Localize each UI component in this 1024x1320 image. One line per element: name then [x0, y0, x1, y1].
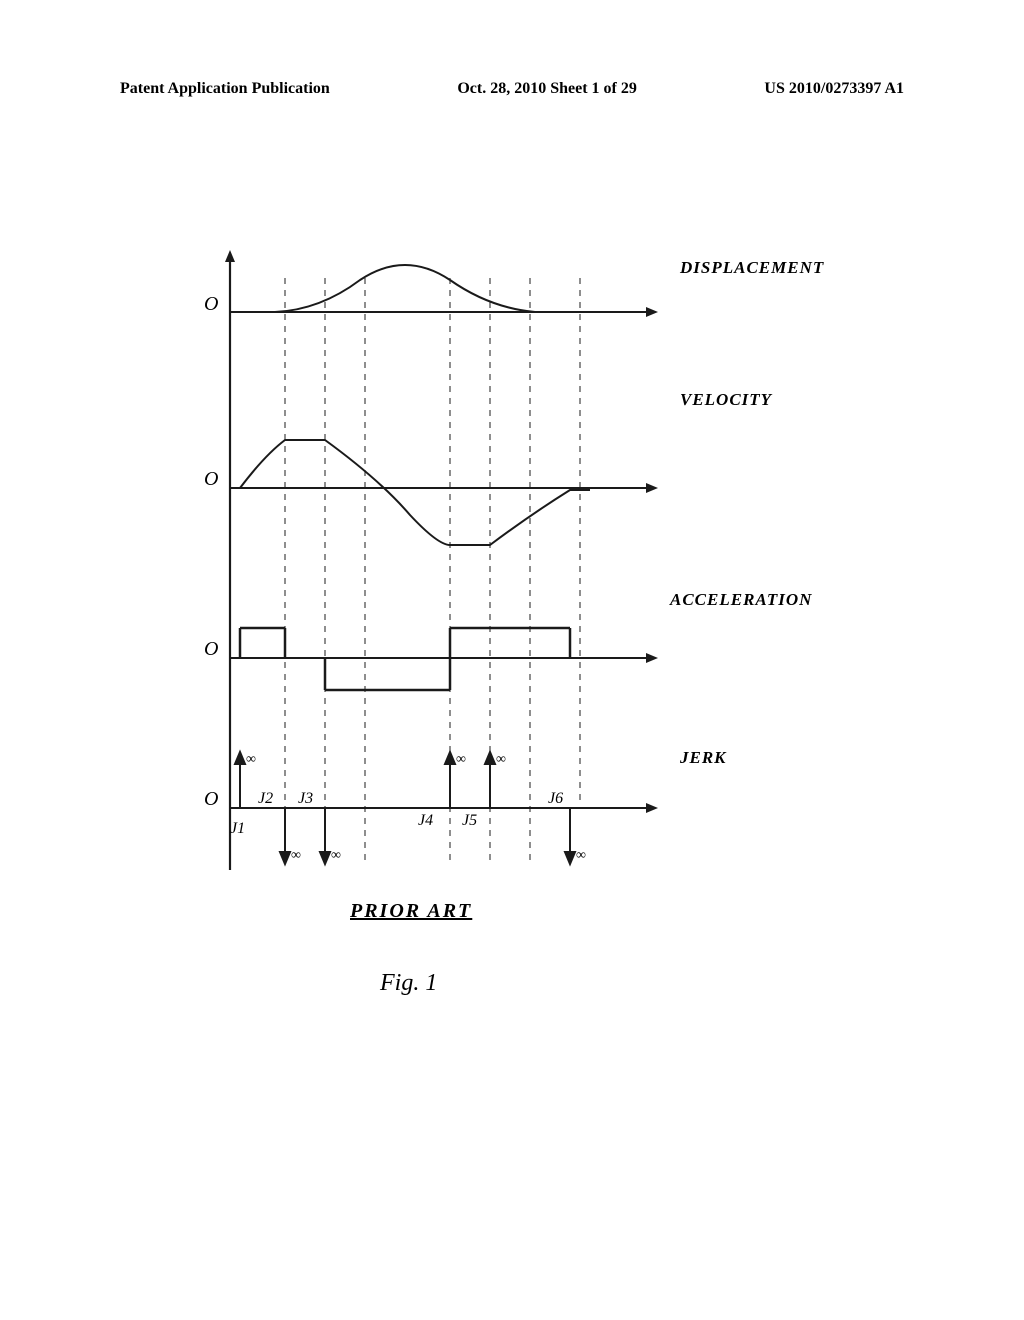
zero-displacement: O: [204, 293, 218, 316]
zero-acceleration: O: [204, 638, 218, 661]
inf-j6: ∞: [576, 848, 586, 864]
label-velocity: VELOCITY: [680, 390, 772, 410]
j5-label: J5: [462, 812, 477, 830]
header-center: Oct. 28, 2010 Sheet 1 of 29: [457, 80, 637, 98]
j6-label: J6: [548, 790, 563, 808]
zero-jerk: O: [204, 788, 218, 811]
header-right: US 2010/0273397 A1: [764, 80, 904, 98]
label-displacement: DISPLACEMENT: [680, 258, 824, 278]
inf-j1: ∞: [246, 752, 256, 768]
inf-j5: ∞: [496, 752, 506, 768]
j3-label: J3: [298, 790, 313, 808]
j4-label: J4: [418, 812, 433, 830]
figure-1: O O O O DISPLACEMENT VELOCITY ACCELERATI…: [180, 250, 860, 1000]
prior-art-label: PRIOR ART: [350, 900, 472, 923]
inf-j2: ∞: [291, 848, 301, 864]
j1-label: J1: [230, 820, 245, 838]
zero-velocity: O: [204, 468, 218, 491]
figure-caption: Fig. 1: [380, 970, 437, 997]
label-jerk: JERK: [680, 748, 727, 768]
inf-j4: ∞: [456, 752, 466, 768]
header-left: Patent Application Publication: [120, 80, 330, 98]
inf-j3: ∞: [331, 848, 341, 864]
j2-label: J2: [258, 790, 273, 808]
label-acceleration: ACCELERATION: [670, 590, 812, 610]
